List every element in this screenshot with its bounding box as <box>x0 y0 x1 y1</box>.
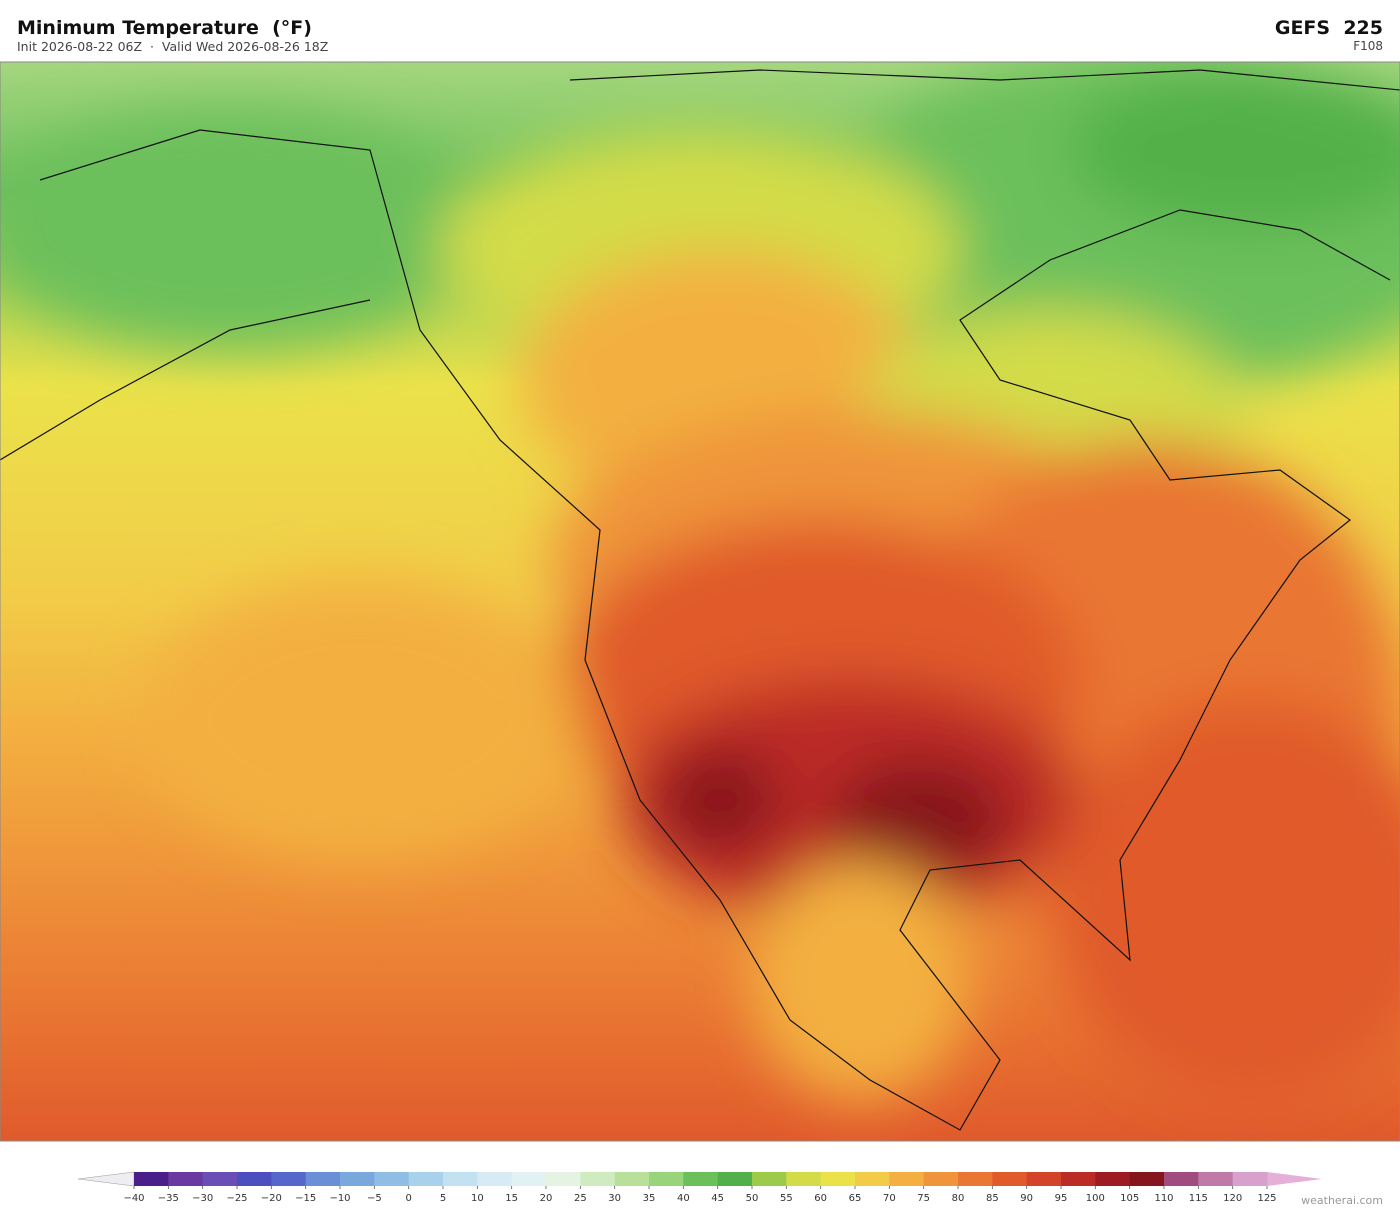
colorbar-swatch <box>1164 1172 1199 1186</box>
forecast-hour: F108 <box>1353 39 1383 53</box>
colorbar-swatch <box>683 1172 719 1186</box>
colorbar-tick-label: 125 <box>1257 1193 1276 1204</box>
colorbar-swatch <box>1198 1172 1234 1186</box>
colorbar-under-arrow <box>77 1171 135 1187</box>
colorbar-swatch <box>1026 1172 1062 1186</box>
map-border <box>0 61 1400 1142</box>
colorbar-tick-label: 110 <box>1154 1193 1173 1204</box>
colorbar-tick-label: 10 <box>471 1193 484 1204</box>
colorbar-swatch <box>889 1172 925 1186</box>
colorbar-over-arrow <box>1267 1172 1322 1186</box>
colorbar-swatch <box>1232 1172 1268 1186</box>
colorbar-tick-label: 25 <box>574 1193 587 1204</box>
colorbar-tick-label: −35 <box>158 1193 179 1204</box>
colorbar-swatch <box>717 1172 753 1186</box>
colorbar-tick-label: −10 <box>329 1193 350 1204</box>
colorbar-swatch <box>202 1172 238 1186</box>
colorbar-swatch <box>1129 1172 1165 1186</box>
colorbar-swatch <box>992 1172 1028 1186</box>
colorbar-swatch <box>408 1172 444 1186</box>
colorbar-swatch <box>958 1172 993 1186</box>
colorbar-swatch <box>1095 1172 1131 1186</box>
model-label: GEFS 225 <box>1275 17 1383 39</box>
colorbar-tick-label: 55 <box>780 1193 793 1204</box>
colorbar-tick-label: 15 <box>505 1193 518 1204</box>
map-field <box>0 62 1400 1141</box>
colorbar-swatch <box>855 1172 890 1186</box>
map-subtitle: Init 2026-08-22 06Z · Valid Wed 2026-08-… <box>17 39 328 54</box>
colorbar-tick-label: 105 <box>1120 1193 1139 1204</box>
colorbar-tick-label: 0 <box>405 1193 411 1204</box>
colorbar-swatch <box>786 1172 822 1186</box>
colorbar-swatch <box>546 1172 581 1186</box>
colorbar-tick-label: 95 <box>1055 1193 1068 1204</box>
colorbar-tick-label: 40 <box>677 1193 690 1204</box>
colorbar-tick-label: 50 <box>746 1193 759 1204</box>
colorbar-swatch <box>134 1172 169 1186</box>
colorbar-tick-label: 45 <box>711 1193 724 1204</box>
map-title: Minimum Temperature (°F) <box>17 17 312 39</box>
credit: weatherai.com <box>1301 1194 1383 1207</box>
colorbar-tick-label: 65 <box>849 1193 862 1204</box>
colorbar-tick-label: −25 <box>226 1193 247 1204</box>
colorbar-swatch <box>168 1172 204 1186</box>
colorbar-tick-label: 60 <box>814 1193 827 1204</box>
colorbar-swatch <box>271 1172 307 1186</box>
colorbar-swatch <box>477 1172 513 1186</box>
colorbar-tick-label: −30 <box>192 1193 213 1204</box>
colorbar-tick-label: 5 <box>440 1193 446 1204</box>
colorbar-tick-label: 115 <box>1189 1193 1208 1204</box>
colorbar-tick-label: −40 <box>123 1193 144 1204</box>
colorbar-tick-label: 75 <box>917 1193 930 1204</box>
colorbar-swatch <box>752 1172 787 1186</box>
colorbar-swatch <box>374 1172 410 1186</box>
colorbar: −40 −35 −30 −25 −20 −15 −10 −5 0 5 10 15 20 25 30 35 40 4… <box>77 1171 1322 1204</box>
colorbar-swatch <box>237 1172 272 1186</box>
colorbar-tick-label: 70 <box>883 1193 896 1204</box>
colorbar-swatch <box>1061 1172 1096 1186</box>
colorbar-swatch <box>580 1172 616 1186</box>
colorbar-swatch <box>820 1172 856 1186</box>
colorbar-swatch <box>305 1172 341 1186</box>
colorbar-tick-label: −15 <box>295 1193 316 1204</box>
colorbar-swatch <box>614 1172 650 1186</box>
colorbar-swatch <box>923 1172 959 1186</box>
colorbar-tick-label: −20 <box>261 1193 282 1204</box>
colorbar-tick-label: −5 <box>367 1193 382 1204</box>
colorbar-tick-label: 35 <box>643 1193 656 1204</box>
colorbar-swatch <box>443 1172 478 1186</box>
colorbar-swatch <box>340 1172 375 1186</box>
coastline <box>0 69 1400 1131</box>
colorbar-tick-label: 100 <box>1086 1193 1105 1204</box>
colorbar-swatch <box>649 1172 684 1186</box>
colorbar-tick-label: 20 <box>540 1193 553 1204</box>
colorbar-tick-label: 120 <box>1223 1193 1242 1204</box>
colorbar-tick-label: 90 <box>1020 1193 1033 1204</box>
colorbar-tick-label: 80 <box>952 1193 965 1204</box>
colorbar-tick-label: 30 <box>608 1193 621 1204</box>
colorbar-swatch <box>511 1172 547 1186</box>
temperature-blobs <box>0 62 1400 1100</box>
colorbar-tick-label: 85 <box>986 1193 999 1204</box>
